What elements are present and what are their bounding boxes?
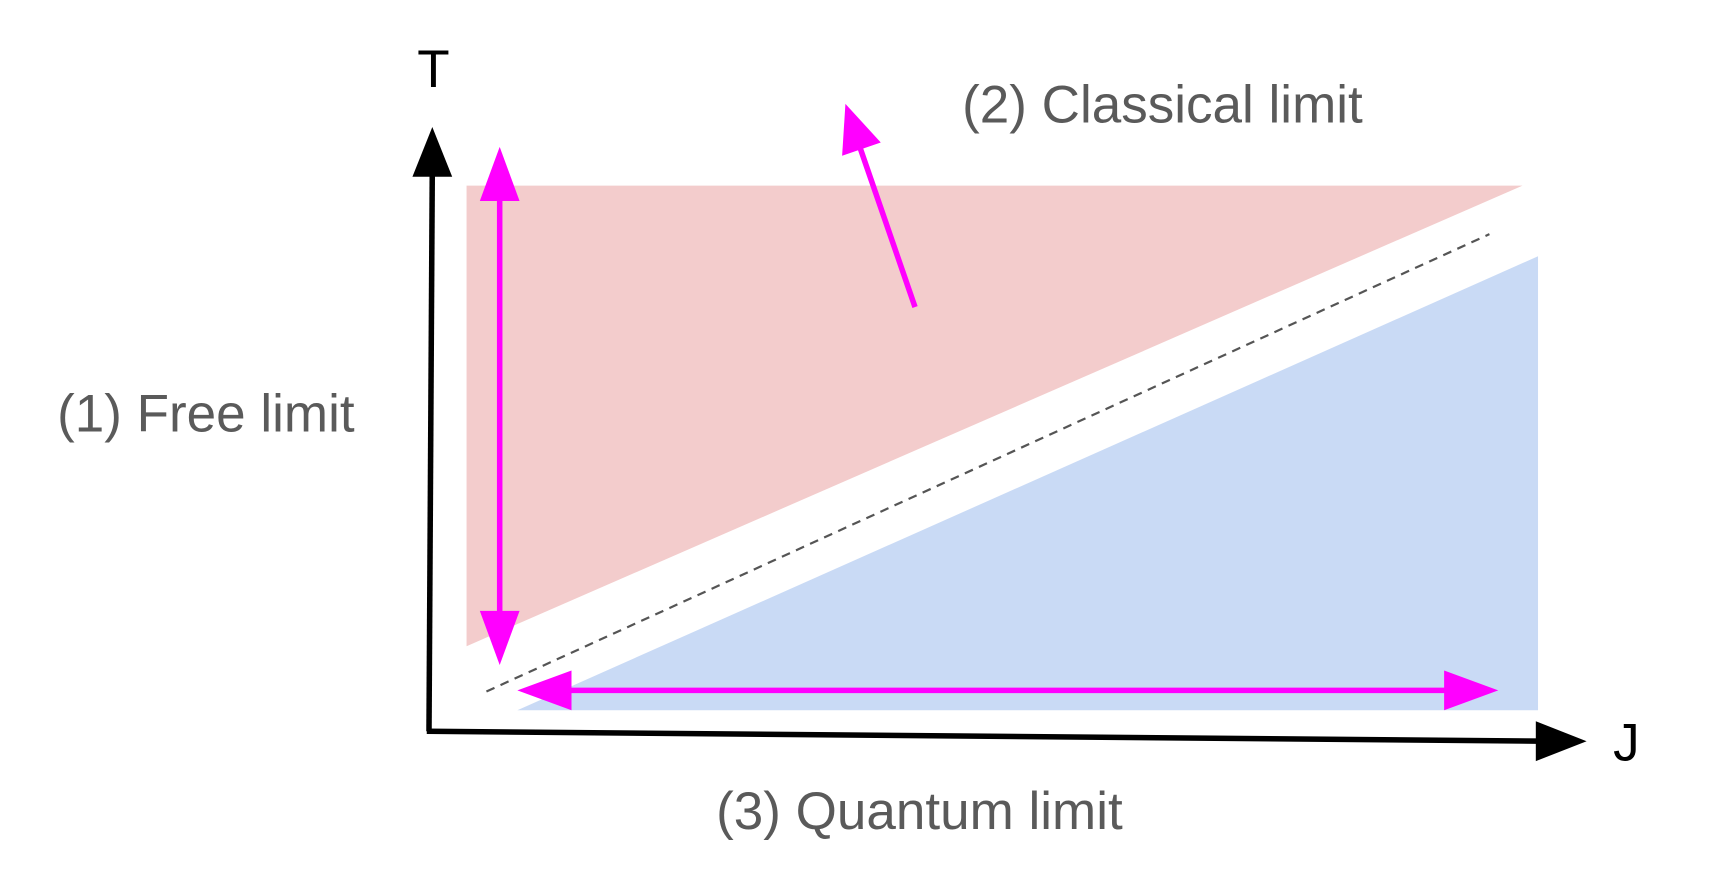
arrowhead <box>842 103 881 156</box>
x-axis-arrowhead <box>1535 721 1587 762</box>
arrowhead <box>479 610 520 665</box>
classical-limit-arrow <box>857 146 918 308</box>
arrowhead <box>479 146 520 202</box>
y-axis-label: T <box>417 40 449 99</box>
free-limit-label: (1) Free limit <box>57 385 355 444</box>
x-axis <box>426 728 1547 744</box>
y-axis <box>426 165 436 732</box>
arrowhead <box>1444 670 1499 711</box>
y-axis-arrowhead <box>412 127 453 177</box>
classical-limit-label: (2) Classical limit <box>962 75 1363 134</box>
x-axis-label: J <box>1613 714 1640 773</box>
arrowhead <box>517 670 572 711</box>
quantum-limit-label: (3) Quantum limit <box>716 782 1123 841</box>
crossover-line <box>485 233 1490 693</box>
